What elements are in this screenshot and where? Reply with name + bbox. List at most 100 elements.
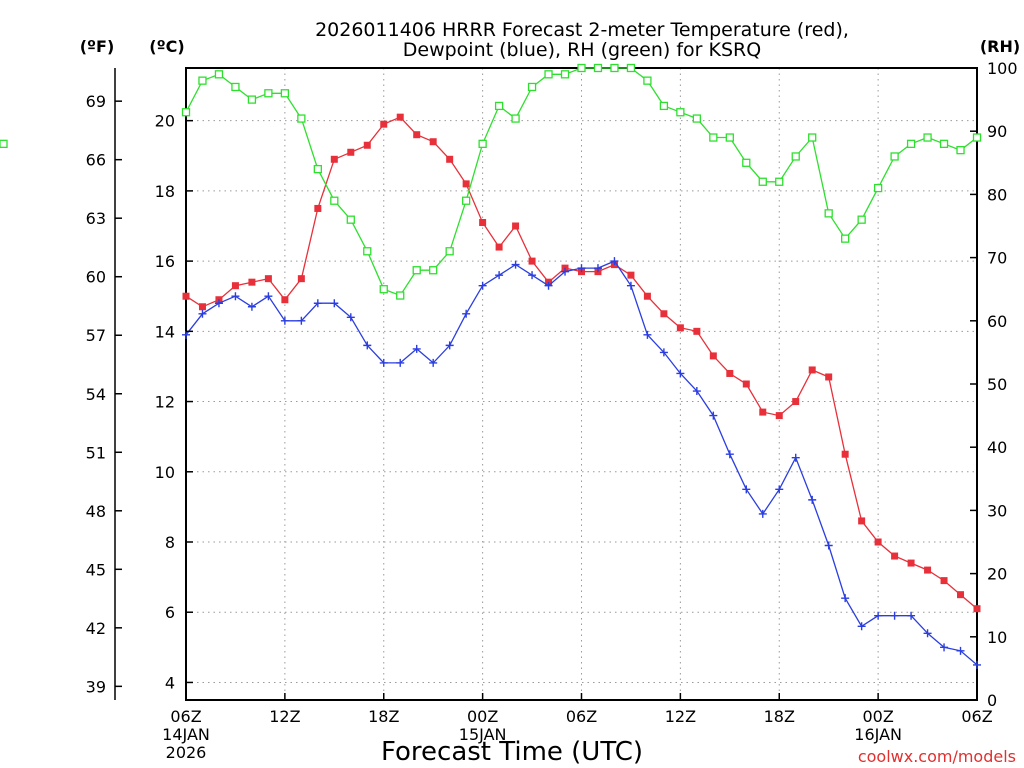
dewpoint-point <box>247 302 256 311</box>
rh-point <box>379 285 388 294</box>
rh-point <box>775 177 784 186</box>
x-axis-title: Forecast Time (UTC) <box>381 737 643 767</box>
celsius-tick-label: 14 <box>155 322 175 341</box>
fahrenheit-tick-label: 57 <box>86 326 106 345</box>
rh-point <box>461 196 471 205</box>
rh-point <box>478 139 487 148</box>
rh-point <box>972 133 982 142</box>
dewpoint-point <box>462 309 471 318</box>
temperature-point <box>198 303 206 311</box>
temperature-point <box>643 292 651 300</box>
dewpoint-point <box>593 264 602 273</box>
rh-point <box>956 146 965 155</box>
temperature-point <box>462 180 470 188</box>
dewpoint-point <box>363 341 372 350</box>
rh-point <box>626 63 636 73</box>
rh-point <box>725 133 734 142</box>
temperature-point <box>841 450 849 458</box>
dewpoint-point <box>445 341 454 350</box>
temperature-point <box>528 257 536 265</box>
celsius-tick-label: 6 <box>165 603 175 622</box>
dewpoint-point <box>495 271 504 280</box>
rh-point <box>593 63 603 73</box>
rh-point <box>643 76 652 85</box>
temperature-point <box>396 113 404 121</box>
temperature-point <box>314 204 322 212</box>
temperature-point <box>759 408 767 416</box>
x-tick-label: 00Z <box>862 707 893 726</box>
temperature-point <box>347 148 355 156</box>
dewpoint-point <box>973 660 981 669</box>
temperature-point <box>808 366 816 374</box>
dewpoint-point <box>231 292 240 301</box>
temperature-point <box>825 373 833 381</box>
dewpoint-point <box>313 299 322 308</box>
temperature-point <box>446 155 454 163</box>
rh-point <box>659 101 669 111</box>
dewpoint-point <box>379 358 388 367</box>
dewpoint-series <box>182 257 981 669</box>
dewpoint-point <box>857 622 866 631</box>
rh-point <box>692 114 702 123</box>
rh-tick-label: 90 <box>987 122 1007 141</box>
rh-point <box>758 177 767 186</box>
x-date-label: 2026 <box>166 743 207 762</box>
temperature-point <box>479 218 487 226</box>
celsius-tick-label: 4 <box>165 673 175 692</box>
dewpoint-point <box>577 264 586 273</box>
temperature-point <box>297 275 305 283</box>
tick-marks <box>115 67 978 701</box>
temperature-point <box>248 278 256 286</box>
x-tick-label: 06Z <box>170 707 201 726</box>
celsius-tick-label: 16 <box>155 252 175 271</box>
rh-series <box>0 63 982 300</box>
dewpoint-point <box>940 643 949 652</box>
rh-point <box>939 139 949 148</box>
x-tick-label: 12Z <box>665 707 696 726</box>
rh-point <box>231 82 240 92</box>
rh-tick-label: 80 <box>987 185 1007 204</box>
dewpoint-point <box>725 450 734 459</box>
temperature-point <box>742 380 750 388</box>
temperature-point <box>363 141 371 149</box>
dewpoint-point <box>808 495 817 504</box>
rh-point <box>577 63 586 73</box>
temperature-point <box>676 324 684 332</box>
dewpoint-point <box>956 646 965 655</box>
celsius-unit-label: (ºC) <box>149 37 184 56</box>
rh-point <box>544 70 553 79</box>
credit-text: coolwx.com/models <box>858 747 1016 766</box>
temperature-point <box>495 243 503 251</box>
grid-lines <box>186 68 977 700</box>
rh-tick-label: 30 <box>987 501 1007 520</box>
chart-title-line-2: Dewpoint (blue), RH (green) for KSRQ <box>403 39 761 61</box>
fahrenheit-tick-label: 51 <box>86 443 106 462</box>
x-date-label: 15JAN <box>459 725 507 744</box>
temperature-point <box>940 577 948 585</box>
dewpoint-point <box>742 485 751 494</box>
dewpoint-point <box>758 509 767 518</box>
dewpoint-point <box>412 344 421 353</box>
temperature-point <box>957 591 965 599</box>
dewpoint-point <box>346 313 355 322</box>
rh-tick-label: 0 <box>987 691 997 710</box>
temperature-point <box>413 131 421 139</box>
dewpoint-point <box>775 485 784 494</box>
rh-point <box>610 63 619 73</box>
rh-tick-label: 70 <box>987 249 1007 268</box>
dewpoint-point <box>626 281 635 290</box>
rh-point <box>527 82 537 92</box>
rh-point <box>906 139 916 148</box>
rh-tick-label: 60 <box>987 312 1007 331</box>
rh-point <box>923 133 932 142</box>
dewpoint-point <box>676 369 685 378</box>
temperature-point <box>693 327 701 335</box>
rh-tick-label: 10 <box>987 628 1007 647</box>
rh-point <box>429 266 438 275</box>
rh-point <box>181 108 191 117</box>
x-date-label: 16JAN <box>854 725 902 744</box>
rh-tick-label: 20 <box>987 565 1007 584</box>
rh-point <box>0 139 8 148</box>
rh-point <box>791 152 800 161</box>
